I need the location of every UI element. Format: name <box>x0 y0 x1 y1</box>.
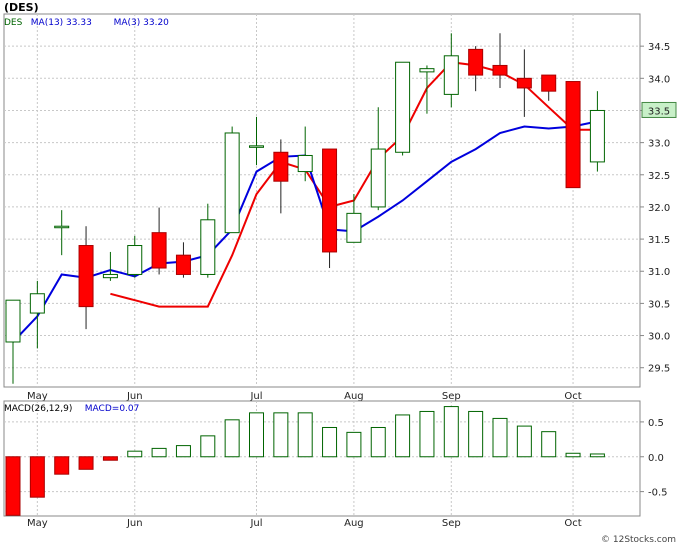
macd-bar-positive <box>541 431 557 458</box>
candle-down <box>175 254 191 275</box>
candle-up <box>297 154 313 173</box>
price-y-tick-label: 34.0 <box>648 74 670 85</box>
chart-title: (DES) <box>4 1 39 14</box>
macd-bar-positive <box>468 410 484 458</box>
price-y-tick-label: 32.5 <box>648 171 670 182</box>
macd-bar-positive <box>151 447 167 458</box>
macd-bar-positive <box>419 410 435 458</box>
macd-bar-positive <box>273 412 289 458</box>
candle-down <box>322 148 338 253</box>
candle-up <box>29 293 45 314</box>
macd-plot-frame <box>3 400 641 517</box>
macd-bar-positive <box>127 450 143 458</box>
macd-bar-positive <box>200 435 216 458</box>
macd-x-tick-label: Aug <box>344 518 364 529</box>
price-x-tick-label: May <box>27 391 48 402</box>
macd-bar-positive <box>346 431 362 458</box>
macd-legend-item: MACD(26,12,9) <box>4 404 72 414</box>
candle-up <box>224 132 240 234</box>
macd-bar-positive <box>492 417 508 458</box>
price-y-tick-label: 29.5 <box>648 364 670 375</box>
last-price-marker <box>641 101 677 118</box>
macd-panel: 0.5 0.0 -0.5 May Jun Jul Aug Sep Oct MACD(26,12,9… <box>3 400 668 529</box>
macd-bar-positive <box>516 425 532 458</box>
candle-up <box>54 225 70 229</box>
candle-up <box>589 109 605 163</box>
macd-x-tick-label: Jun <box>126 518 143 529</box>
price-y-tick-label: 32.0 <box>648 203 670 214</box>
price-y-tick-label: 30.5 <box>648 299 670 310</box>
macd-bar-positive <box>249 412 264 458</box>
last-price-label: 33.5 <box>648 106 670 117</box>
macd-bar-positive <box>370 426 386 458</box>
macd-bar-negative <box>5 456 21 516</box>
macd-bar-negative <box>78 456 94 470</box>
price-legend-item: MA(13) 33.33 <box>31 18 92 28</box>
candle-up <box>370 148 386 208</box>
macd-bar-positive <box>297 412 313 458</box>
price-y-tick-label: 33.0 <box>648 139 670 150</box>
macd-bar-negative <box>102 456 118 461</box>
candle-up <box>395 61 411 153</box>
macd-x-tick-label: Oct <box>564 518 581 529</box>
macd-bar-negative <box>54 456 70 475</box>
macd-bar-positive <box>589 453 605 458</box>
candle-up <box>5 299 21 343</box>
macd-x-tick-label: May <box>27 518 48 529</box>
price-x-tick-label: Jun <box>126 391 143 402</box>
macd-bar-negative <box>29 456 45 498</box>
price-x-tick-label: Oct <box>564 391 581 402</box>
candle-up <box>346 212 362 243</box>
macd-legend-item: MACD=0.07 <box>85 404 140 414</box>
candle-up <box>102 273 118 279</box>
candle-down <box>151 232 167 269</box>
macd-bar-positive <box>175 445 191 458</box>
candle-up <box>443 55 459 95</box>
macd-x-tick-label: Jul <box>249 518 262 529</box>
candle-down <box>541 74 557 92</box>
macd-bar-positive <box>395 414 411 458</box>
macd-y-tick-label: -0.5 <box>648 488 668 499</box>
macd-x-tick-label: Sep <box>442 518 461 529</box>
macd-y-tick-label: 0.5 <box>648 418 664 429</box>
macd-bar-positive <box>322 426 338 458</box>
candle-up <box>419 68 435 73</box>
candle-down <box>492 64 508 76</box>
candle-down <box>78 245 94 308</box>
candle-down <box>516 77 532 89</box>
candle-up <box>200 219 216 275</box>
price-legend-item: DES <box>4 18 23 28</box>
price-x-tick-label: Jul <box>249 391 262 402</box>
price-legend-item: MA(3) 33.20 <box>114 18 170 28</box>
price-y-tick-label: 30.0 <box>648 332 670 343</box>
candle-down <box>273 151 289 182</box>
price-panel: 29.5 30.0 30.5 31.0 31.5 32.0 32.5 33.0 33.5 34.0… <box>3 13 677 402</box>
price-y-tick-label: 31.0 <box>648 267 670 278</box>
price-x-tick-label: Aug <box>344 391 364 402</box>
candle-up <box>127 245 143 275</box>
macd-bar-positive <box>224 419 240 458</box>
price-y-tick-label: 34.5 <box>648 42 670 53</box>
price-y-tick-label: 31.5 <box>648 235 670 246</box>
price-plot-frame <box>3 13 641 388</box>
watermark: © 12Stocks.com <box>601 535 676 545</box>
macd-bar-positive <box>443 406 459 458</box>
macd-y-tick-label: 0.0 <box>648 453 664 464</box>
candle-down <box>565 81 581 189</box>
candle-up <box>249 145 264 148</box>
candle-down <box>468 48 484 76</box>
price-x-tick-label: Sep <box>442 391 461 402</box>
macd-bar-positive <box>565 452 581 458</box>
